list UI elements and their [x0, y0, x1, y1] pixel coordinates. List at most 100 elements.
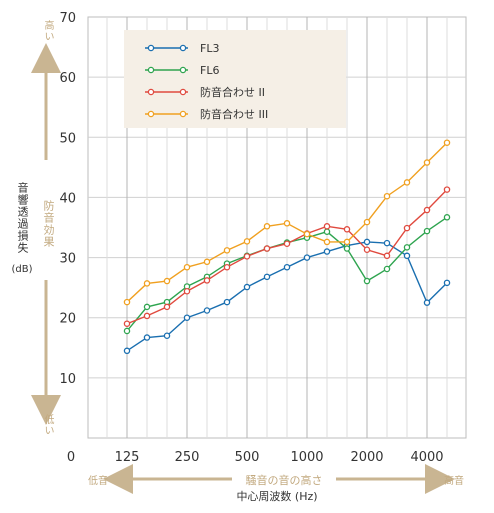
data-point: [263, 273, 271, 281]
legend-marker: [179, 110, 187, 118]
legend-marker: [147, 88, 155, 96]
y-tick-label: 20: [59, 312, 76, 327]
data-point: [263, 245, 271, 252]
series-layer: [123, 139, 451, 355]
data-point: [163, 277, 171, 285]
data-point: [283, 240, 291, 247]
legend-marker: [179, 66, 187, 74]
x-tick-labels: 0 125 250 500 1000 2000 4000: [67, 450, 444, 465]
data-point: [323, 228, 331, 235]
x-tick-label: 4000: [410, 450, 443, 465]
data-point: [423, 206, 431, 214]
data-point: [223, 263, 231, 271]
data-point: [203, 307, 211, 314]
data-point: [263, 223, 271, 230]
plot-frame: [87, 16, 467, 439]
y-tick-label: 40: [59, 191, 76, 206]
y-axis-title: 音響透過損失: [16, 182, 29, 254]
data-point: [243, 238, 251, 245]
data-point: [363, 238, 371, 246]
data-point: [423, 227, 431, 235]
legend-marker: [147, 44, 155, 52]
data-point: [423, 159, 431, 166]
data-point: [363, 277, 371, 285]
data-point: [163, 332, 171, 340]
y-side-label: 防音効果: [42, 200, 55, 248]
legend-box: [124, 30, 346, 128]
x-tick-label: 125: [115, 450, 140, 465]
x-tick-label: 2000: [350, 450, 383, 465]
legend: FL3 FL6 防音合わせ II 防音合わせ III: [145, 42, 268, 121]
y-tick-label: 60: [59, 71, 76, 86]
y-low-label: 低い: [42, 414, 53, 436]
legend-label: 防音合わせ III: [200, 107, 268, 121]
data-point: [243, 283, 251, 291]
x-center-label: 騒音の音の高さ: [246, 473, 323, 487]
data-point: [403, 252, 411, 260]
data-point: [443, 139, 451, 146]
legend-label: FL3: [200, 42, 219, 55]
data-point: [403, 179, 411, 186]
data-point: [383, 265, 391, 273]
data-point: [343, 245, 351, 252]
data-point: [343, 226, 351, 233]
data-point: [183, 314, 191, 321]
y-high-label: 高い: [42, 20, 53, 42]
legend-item: 防音合わせ II: [145, 85, 265, 99]
data-point: [223, 298, 231, 306]
data-point: [383, 192, 391, 200]
y-tick-label: 10: [59, 372, 76, 387]
legend-item: 防音合わせ III: [145, 107, 268, 121]
x-low-label: 低音: [88, 474, 108, 487]
legend-marker: [179, 44, 187, 52]
data-point: [123, 327, 131, 335]
data-point: [203, 258, 211, 266]
data-point: [283, 220, 291, 227]
x-high-label: 高音: [444, 474, 464, 487]
legend-marker: [179, 88, 187, 96]
data-point: [323, 223, 331, 230]
data-point: [383, 239, 391, 247]
data-point: [143, 312, 151, 320]
data-point: [403, 244, 411, 251]
legend-label: FL6: [200, 64, 219, 77]
data-point: [303, 230, 311, 238]
x-tick-label: 1000: [290, 450, 323, 465]
data-point: [123, 298, 131, 306]
data-point: [363, 218, 371, 226]
legend-marker: [147, 110, 155, 118]
data-point: [183, 288, 191, 295]
data-point: [243, 253, 251, 260]
data-point: [443, 279, 451, 287]
data-point: [223, 247, 231, 254]
data-point: [143, 280, 151, 287]
data-point: [143, 303, 151, 311]
y-tick-label: 50: [59, 131, 76, 146]
data-point: [423, 299, 431, 306]
y-tick-labels: 10 20 30 40 50 60 70: [59, 11, 76, 387]
data-point: [203, 277, 211, 284]
data-point: [143, 334, 151, 341]
data-point: [123, 347, 131, 355]
x-tick-label: 250: [175, 450, 200, 465]
data-point: [443, 214, 451, 221]
series-4: [123, 139, 451, 306]
x-tick-label: 0: [67, 450, 75, 465]
data-point: [123, 320, 131, 327]
legend-item: FL6: [145, 64, 219, 77]
data-point: [183, 263, 191, 271]
data-point: [283, 263, 291, 271]
x-axis-title: 中心周波数 (Hz): [236, 490, 317, 503]
data-point: [443, 186, 451, 193]
data-point: [383, 252, 391, 260]
y-axis-unit: (dB): [11, 264, 32, 275]
legend-label: 防音合わせ II: [200, 85, 265, 99]
data-point: [323, 248, 331, 255]
data-point: [303, 254, 311, 261]
data-point: [403, 224, 411, 232]
x-tick-label: 500: [235, 450, 260, 465]
legend-item: FL3: [145, 42, 219, 55]
y-tick-label: 30: [59, 252, 76, 267]
data-point: [323, 238, 331, 246]
y-tick-label: 70: [59, 11, 76, 26]
